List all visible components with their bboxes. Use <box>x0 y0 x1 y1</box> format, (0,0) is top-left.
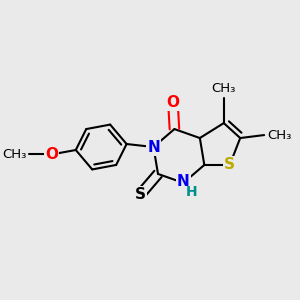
Text: CH₃: CH₃ <box>3 148 27 161</box>
Text: CH₃: CH₃ <box>268 129 292 142</box>
Text: N: N <box>147 140 160 154</box>
Text: CH₃: CH₃ <box>212 82 236 95</box>
Text: S: S <box>135 187 146 202</box>
Text: O: O <box>167 95 179 110</box>
Text: N: N <box>177 174 190 189</box>
Text: H: H <box>186 185 198 199</box>
Text: O: O <box>45 147 58 162</box>
Text: S: S <box>224 158 235 172</box>
